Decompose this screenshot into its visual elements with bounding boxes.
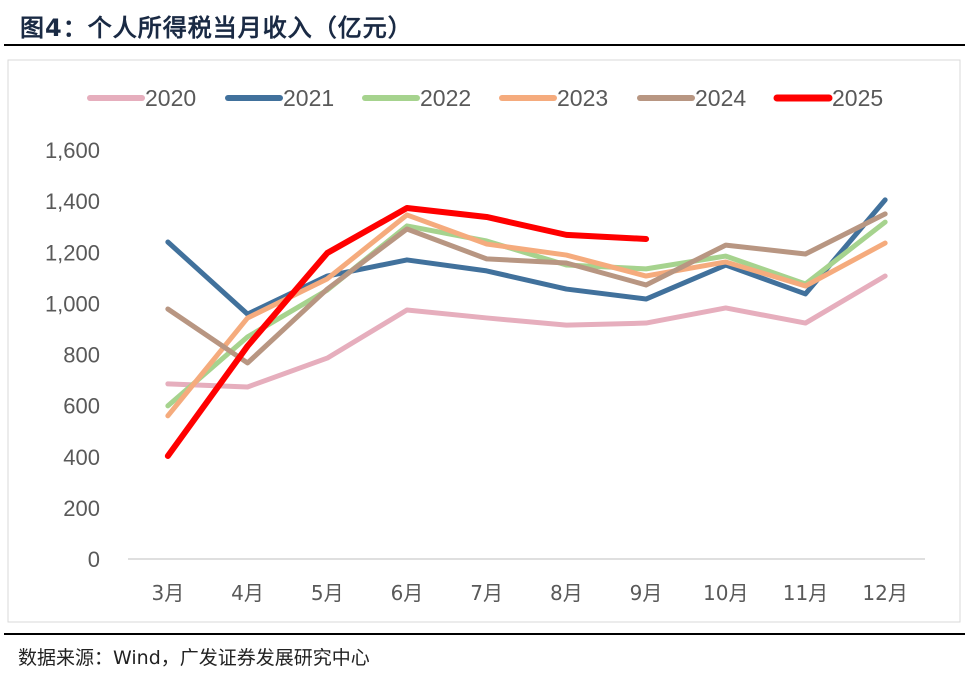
footer-divider [4, 633, 965, 635]
series-line [165, 211, 888, 366]
series-line [165, 219, 888, 409]
x-tick-label: 12月 [862, 581, 907, 605]
y-tick-label: 1,400 [45, 189, 100, 214]
legend-label: 2022 [420, 85, 471, 111]
x-tick-label: 10月 [703, 581, 748, 605]
series-line [165, 273, 888, 390]
chart-frame [7, 59, 961, 623]
series-2021 [165, 197, 888, 317]
series-2025 [164, 205, 650, 459]
y-tick-label: 1,200 [45, 240, 100, 265]
series-2024 [165, 211, 888, 366]
legend-item-2023: 2023 [499, 85, 608, 111]
title-divider [4, 44, 965, 46]
legend-item-2020: 2020 [87, 85, 196, 111]
series-2020 [165, 273, 888, 390]
y-tick-label: 600 [63, 394, 100, 419]
y-tick-label: 200 [63, 496, 100, 521]
x-tick-label: 6月 [391, 581, 424, 605]
legend-item-2021: 2021 [225, 85, 334, 111]
x-tick-label: 7月 [470, 581, 503, 605]
figure-title: 图4：个人所得税当月收入（亿元） [20, 14, 413, 42]
legend-label: 2025 [832, 85, 883, 111]
y-tick-label: 0 [88, 547, 100, 572]
series-line [165, 197, 888, 317]
y-tick-label: 1,600 [45, 138, 100, 163]
legend-item-2024: 2024 [637, 85, 746, 111]
x-tick-label: 3月 [151, 581, 184, 605]
y-tick-label: 1,000 [45, 291, 100, 316]
legend-label: 2023 [557, 85, 608, 111]
x-tick-label: 4月 [231, 581, 264, 605]
y-tick-label: 800 [63, 343, 100, 368]
source-note: 数据来源：Wind，广发证券发展研究中心 [18, 647, 370, 669]
x-tick-label: 5月 [311, 581, 344, 605]
legend-label: 2020 [145, 85, 196, 111]
x-tick-label: 11月 [783, 581, 828, 605]
legend-item-2025: 2025 [773, 85, 883, 111]
x-tick-label: 8月 [550, 581, 583, 605]
series-line [164, 205, 650, 459]
x-tick-label: 9月 [630, 581, 663, 605]
legend-label: 2021 [283, 85, 334, 111]
legend-label: 2024 [695, 85, 746, 111]
legend-item-2022: 2022 [362, 85, 471, 111]
y-tick-label: 400 [63, 445, 100, 470]
